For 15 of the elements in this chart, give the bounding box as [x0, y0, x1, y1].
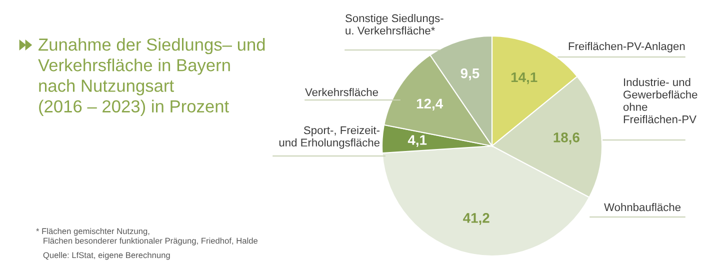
data-label: 41,2 [463, 213, 490, 225]
data-label: 18,6 [554, 132, 580, 144]
slice-label: Verkehrsfläche [305, 88, 378, 96]
data-label: 4,1 [408, 135, 427, 147]
slice-label: Industrie- und Gewerbefläche ohne Freiflächen-PV [623, 78, 698, 124]
text: Quelle: LfStat, eigene Berechnung [43, 252, 170, 260]
slice-label: Sonstige Siedlungs- u. Verkehrsfläche* [346, 14, 444, 35]
text: * Flächen gemischter Nutzung, Flächen besonderer funktionaler Prägung, Friedhof, Halde [36, 228, 258, 246]
data-label: 14,1 [511, 72, 538, 84]
text: Zunahme der Siedlungs– und Verkehrsfläche in Bayern nach Nutzungsart (2016 – 2023) in Prozent [38, 38, 265, 116]
slice-label: Freiflächen-PV-Anlagen [568, 42, 685, 52]
slice-label: Sport-, Freizeit- und Erholungsfläche [279, 126, 380, 149]
data-label: 12,4 [416, 98, 444, 111]
data-label: 9,5 [460, 68, 480, 80]
slice-label: Wohnbaufläche [604, 203, 681, 212]
